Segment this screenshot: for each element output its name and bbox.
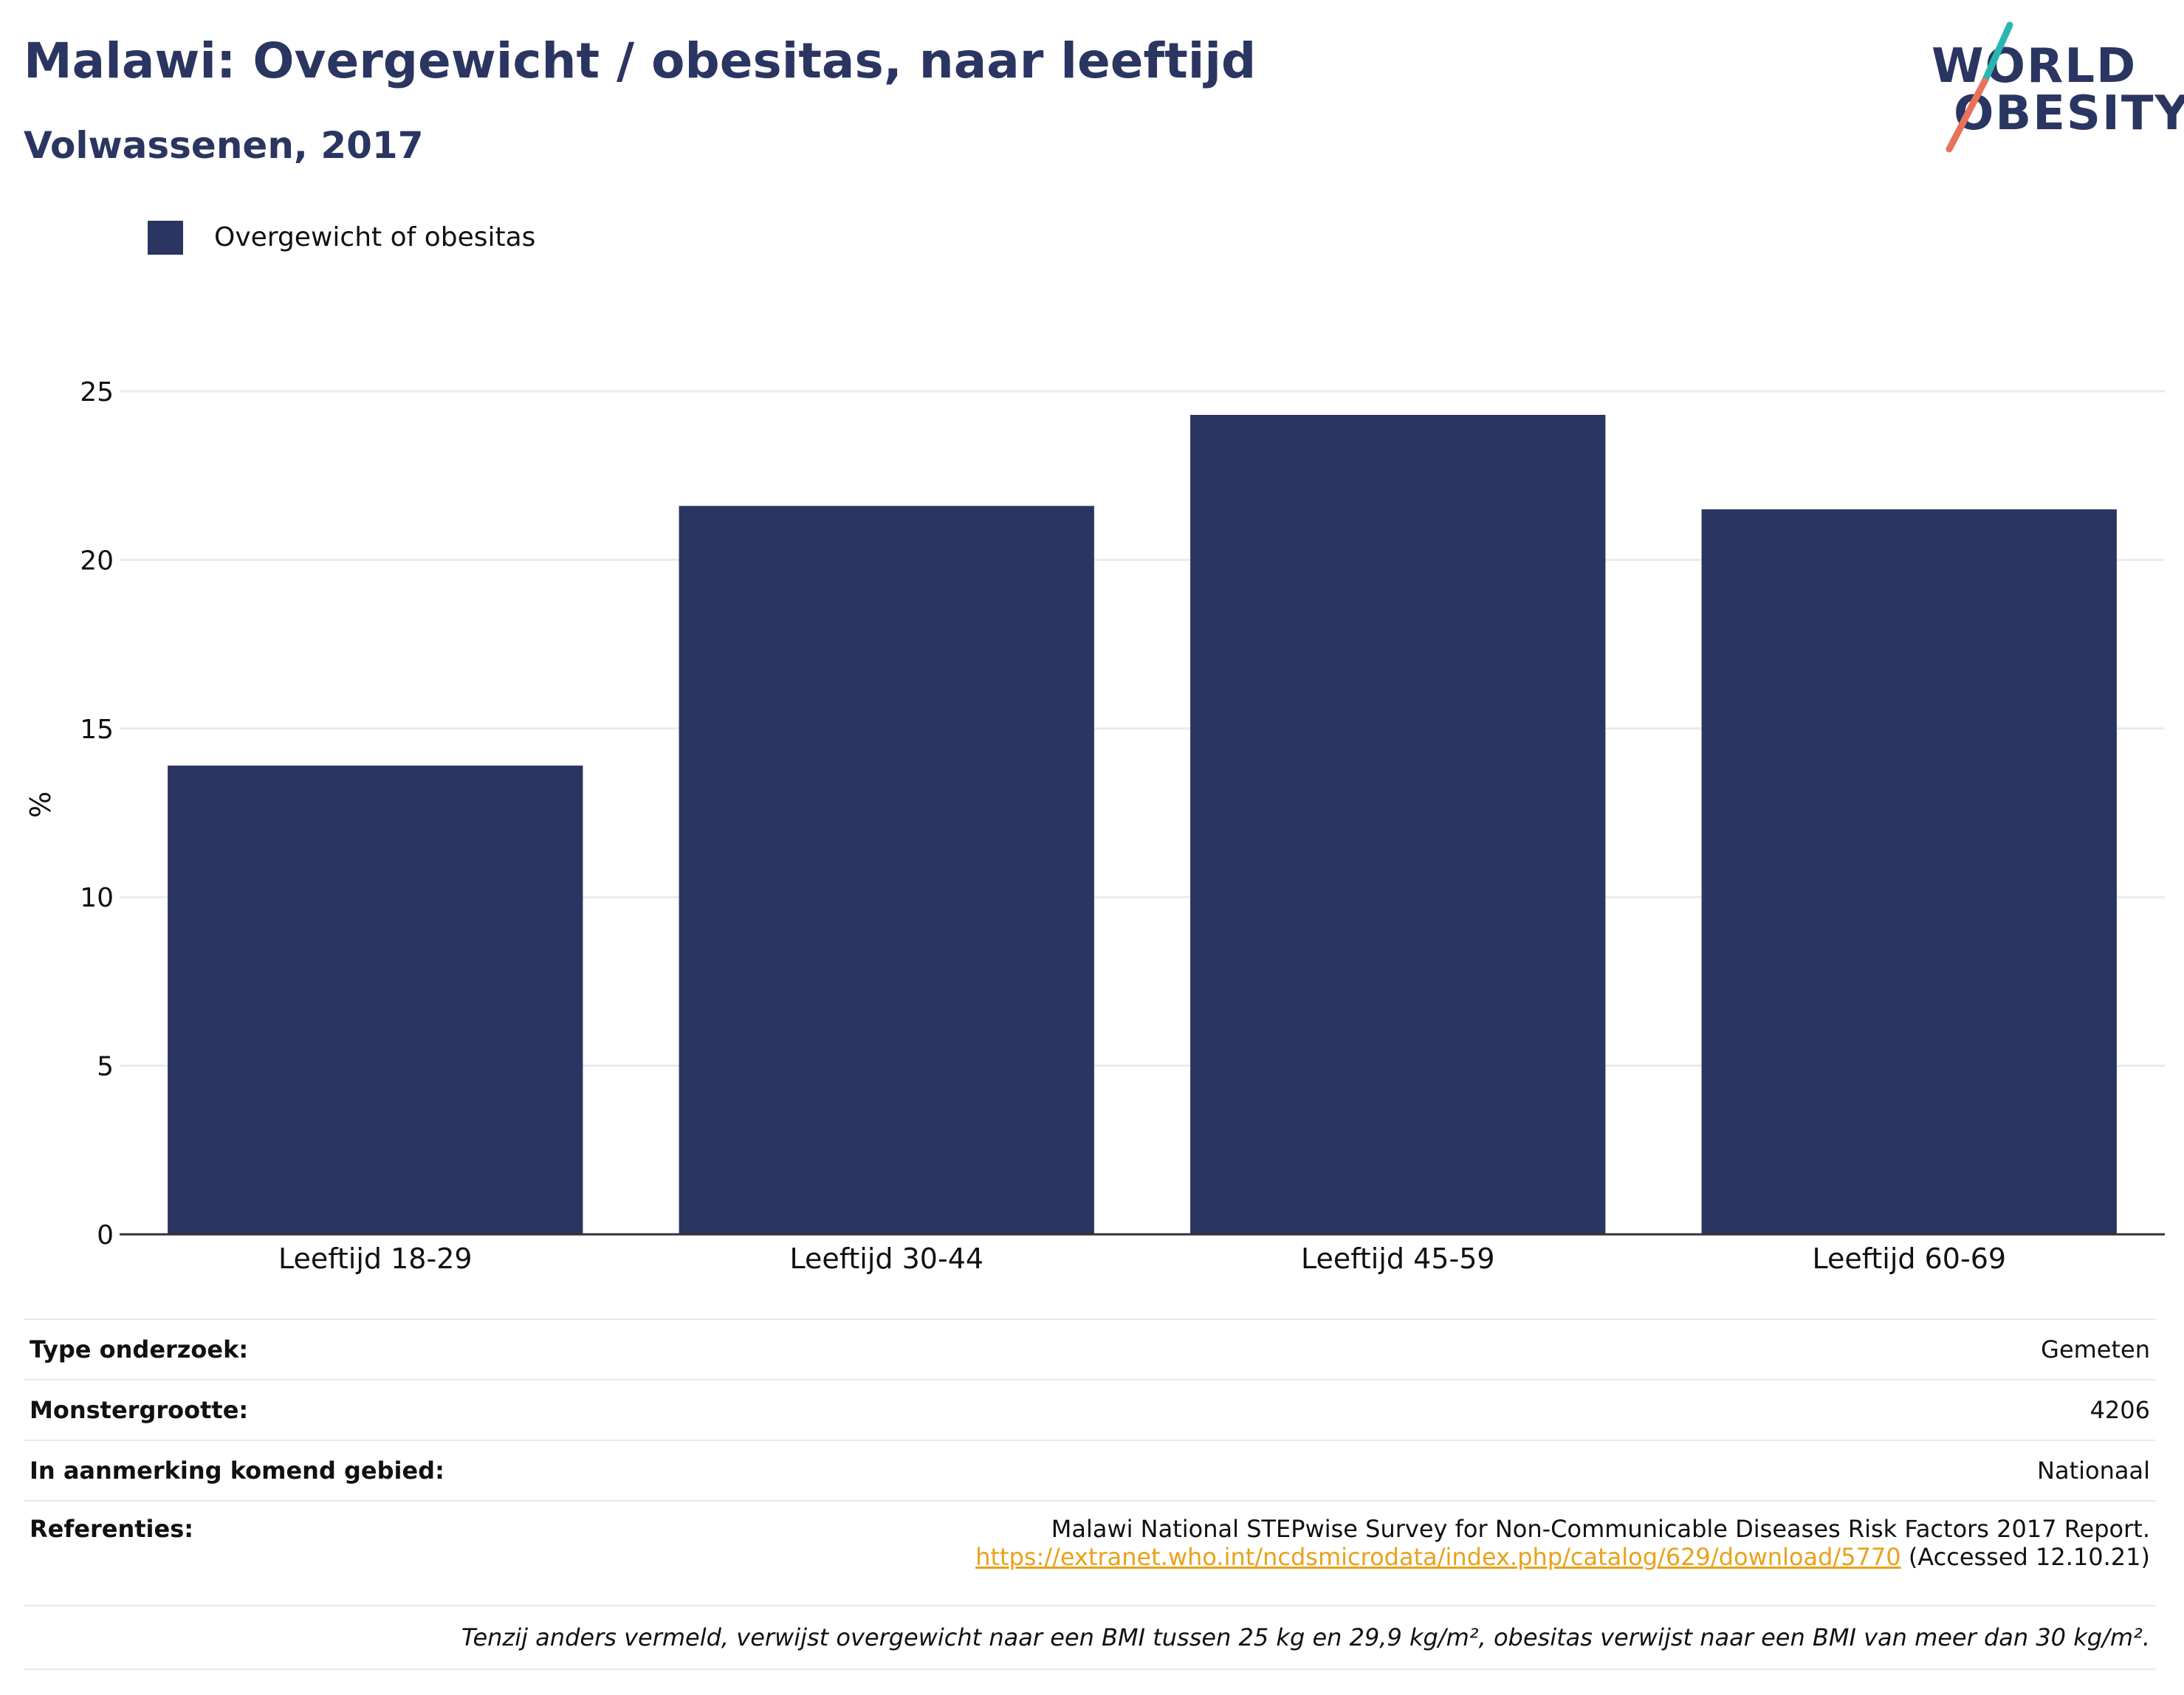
x-tick-label: Leeftijd 30-44 — [789, 1242, 983, 1275]
y-tick-label: 5 — [97, 1052, 114, 1082]
legend-swatch — [148, 221, 183, 255]
info-label: Type onderzoek: — [24, 1318, 588, 1380]
legend-label: Overgewicht of obesitas — [214, 222, 536, 252]
info-value: 4206 — [587, 1379, 2156, 1440]
references-label: Referenties: — [24, 1500, 588, 1606]
bar — [168, 766, 583, 1234]
y-tick-label: 15 — [80, 715, 114, 745]
references-value: Malawi National STEPwise Survey for Non-… — [587, 1500, 2156, 1606]
chart-title: Malawi: Overgewicht / obesitas, naar lee… — [24, 32, 1257, 89]
x-tick-label: Leeftijd 45-59 — [1301, 1242, 1495, 1275]
info-value: Nationaal — [587, 1440, 2156, 1501]
info-row-sample-size: Monstergrootte: 4206 — [24, 1379, 2156, 1440]
reference-accessed: (Accessed 12.10.21) — [1908, 1543, 2150, 1571]
bar — [1701, 509, 2117, 1234]
y-axis-label: % — [24, 791, 57, 818]
logo-slash-icon — [1946, 21, 2013, 153]
survey-info-table: Type onderzoek: Gemeten Monstergrootte: … — [24, 1318, 2156, 1670]
info-label: In aanmerking komend gebied: — [24, 1440, 588, 1501]
bar — [679, 506, 1094, 1234]
world-obesity-logo: WORLD OBESITY — [1920, 21, 2184, 154]
bar-chart: 0 5 10 15 20 25 Leeftijd 18-29 Leeftijd 30-44 Le… — [24, 377, 2165, 1275]
info-row-references: Referenties: Malawi National STEPwise Su… — [24, 1500, 2156, 1606]
reference-link[interactable]: https://extranet.who.int/ncdsmicrodata/i… — [975, 1543, 1901, 1571]
y-tick-label: 20 — [80, 546, 114, 576]
info-row-footnote: Tenzij anders vermeld, verwijst overgewi… — [24, 1605, 2156, 1670]
x-tick-label: Leeftijd 60-69 — [1812, 1242, 2006, 1275]
info-row-area: In aanmerking komend gebied: Nationaal — [24, 1440, 2156, 1501]
bars — [168, 414, 2117, 1234]
footnote: Tenzij anders vermeld, verwijst overgewi… — [24, 1605, 2156, 1670]
y-tick-label: 10 — [80, 883, 114, 913]
info-value: Gemeten — [587, 1318, 2156, 1380]
reference-text: Malawi National STEPwise Survey for Non-… — [1051, 1515, 2150, 1543]
axes: 0 5 10 15 20 25 Leeftijd 18-29 Leeftijd 30-44 Le… — [80, 377, 2165, 1275]
info-label: Monstergrootte: — [24, 1379, 588, 1440]
info-row-survey-type: Type onderzoek: Gemeten — [24, 1318, 2156, 1380]
x-tick-label: Leeftijd 18-29 — [278, 1242, 473, 1275]
y-tick-label: 25 — [80, 377, 114, 408]
logo-word-obesity: OBESITY — [1954, 86, 2184, 141]
bar — [1190, 414, 1606, 1234]
chart-subtitle: Volwassenen, 2017 — [24, 124, 424, 167]
reference-link-line: https://extranet.who.int/ncdsmicrodata/i… — [594, 1543, 2150, 1571]
y-tick-label: 0 — [97, 1220, 114, 1251]
logo-word-world: WORLD — [1931, 39, 2137, 94]
